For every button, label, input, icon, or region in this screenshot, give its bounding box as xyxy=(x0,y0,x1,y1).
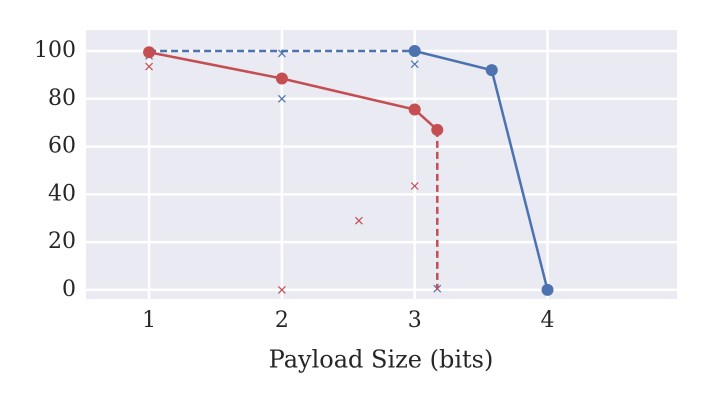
y-tick-label: 40 xyxy=(48,181,76,206)
point-marker xyxy=(541,283,554,296)
y-tick-label: 60 xyxy=(48,134,76,159)
x-tick-label: 4 xyxy=(541,308,555,333)
y-tick-label: 20 xyxy=(48,229,76,254)
cross-marker xyxy=(410,182,419,190)
y-tick-label: 80 xyxy=(48,86,76,111)
cross-marker xyxy=(277,94,286,103)
point-marker xyxy=(275,72,288,85)
y-tick-label: 100 xyxy=(34,38,76,63)
point-marker xyxy=(408,103,421,116)
point-marker xyxy=(408,45,421,58)
x-axis-label: Payload Size (bits) xyxy=(269,346,494,374)
x-tick-label: 1 xyxy=(142,308,156,333)
series-line xyxy=(148,50,439,131)
cross-marker xyxy=(354,216,363,225)
cross-marker xyxy=(277,285,286,294)
cross-marker xyxy=(410,60,419,69)
y-tick-label: 0 xyxy=(62,277,76,302)
point-marker xyxy=(143,46,156,59)
x-tick-label: 2 xyxy=(275,308,289,333)
x-tick-label: 3 xyxy=(408,308,422,333)
point-marker xyxy=(485,64,498,77)
cross-marker xyxy=(145,62,154,71)
plot-area xyxy=(86,30,677,299)
cross-marker xyxy=(277,49,286,58)
